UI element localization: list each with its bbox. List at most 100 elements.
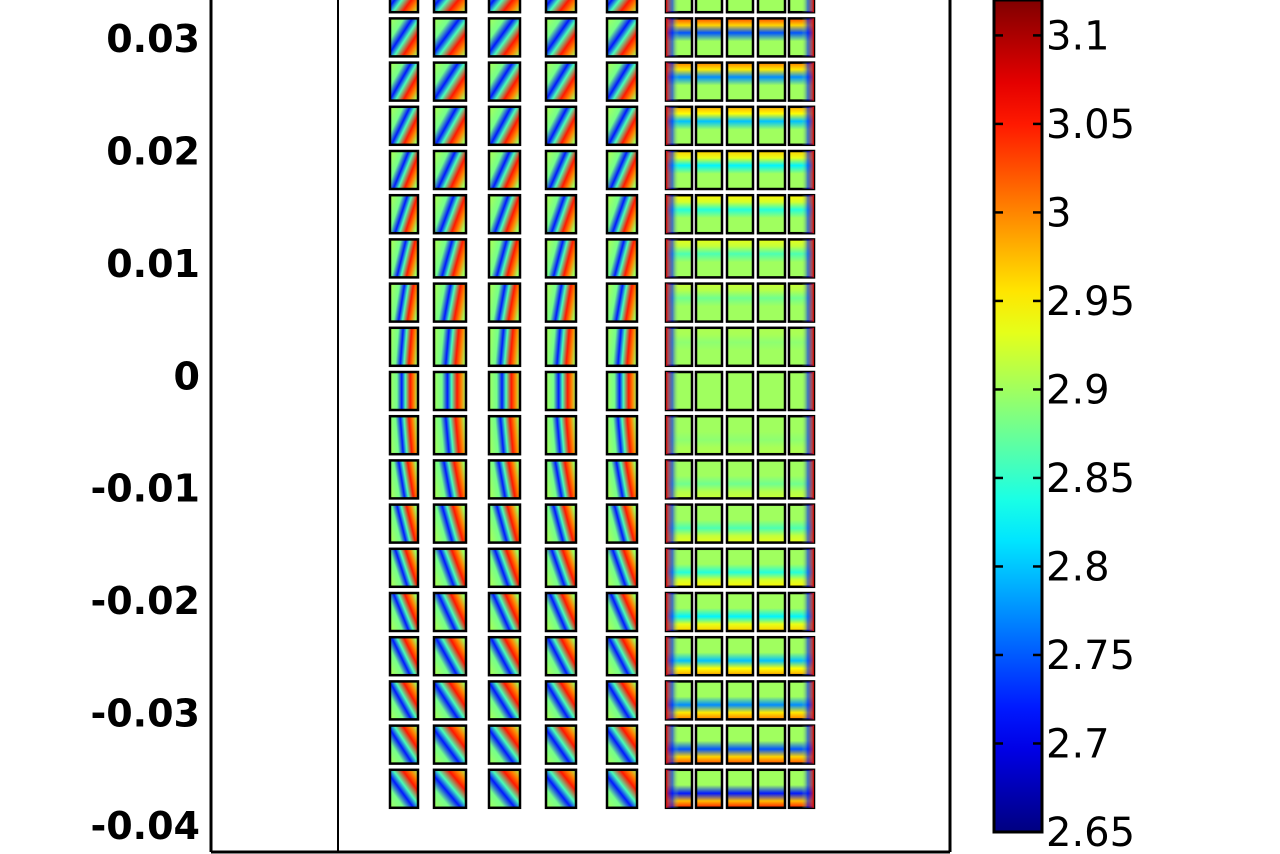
heatmap-cell <box>487 503 522 544</box>
colorbar-tick-label: 2.8 <box>1046 544 1110 590</box>
heatmap-cell <box>544 282 578 323</box>
heatmap-cell <box>487 459 522 500</box>
heatmap-cell <box>605 370 639 412</box>
heatmap-cell-edge-shade <box>789 460 814 499</box>
heatmap-cell <box>388 0 420 14</box>
heatmap-cell <box>544 193 578 235</box>
heatmap-cell <box>487 17 522 58</box>
heatmap-cell <box>388 635 420 677</box>
heatmap-cell <box>725 193 755 235</box>
heatmap-cell-edge-shade <box>666 283 692 322</box>
heatmap-cell-edge-shade <box>789 416 814 455</box>
heatmap-cell <box>756 591 787 633</box>
y-tick-label: -0.01 <box>90 467 200 511</box>
heatmap-cell <box>432 149 468 191</box>
heatmap-cell <box>605 282 639 323</box>
heatmap-cell <box>544 680 578 721</box>
heatmap-cell <box>725 326 755 368</box>
heatmap-cell <box>432 768 468 810</box>
heatmap-cell <box>487 105 522 147</box>
heatmap-cell <box>694 635 724 677</box>
heatmap-cell <box>756 326 787 368</box>
heatmap-cell <box>605 0 639 14</box>
heatmap-cell <box>544 370 578 412</box>
y-tick-label: -0.02 <box>90 579 200 623</box>
heatmap-cell <box>487 61 522 102</box>
heatmap-cell-edge-shade <box>666 460 692 499</box>
heatmap-cell <box>605 724 639 765</box>
heatmap-cell <box>756 61 787 102</box>
heatmap-cell <box>487 0 522 14</box>
heatmap-cell <box>487 326 522 368</box>
heatmap-cell <box>725 370 755 412</box>
heatmap-cell-edge-shade <box>666 239 692 278</box>
heatmap-cell <box>432 591 468 633</box>
heatmap-cell <box>388 414 420 456</box>
heatmap-cell <box>544 326 578 368</box>
heatmap-cell <box>725 547 755 589</box>
heatmap-cell <box>605 149 639 191</box>
heatmap-cell <box>432 238 468 279</box>
heatmap-cell <box>605 680 639 721</box>
heatmap-cell <box>694 414 724 456</box>
heatmap-cell <box>544 547 578 589</box>
heatmap-cell-edge-shade <box>666 18 692 57</box>
heatmap-cell <box>725 724 755 765</box>
heatmap-cell <box>432 326 468 368</box>
heatmap-cell <box>605 414 639 456</box>
heatmap-cell <box>544 768 578 810</box>
heatmap-cell <box>388 149 420 191</box>
heatmap-cell-edge-shade <box>666 725 692 764</box>
heatmap-cell <box>544 414 578 456</box>
heatmap-cell <box>756 459 787 500</box>
colorbar: 3.1 3.05 3 2.95 2.9 2.85 2.8 2.75 2.7 2.65 <box>992 0 1135 854</box>
heatmap-cell <box>544 149 578 191</box>
heatmap-cell <box>725 414 755 456</box>
heatmap-cell-edge-shade <box>666 681 692 720</box>
heatmap-cell-edge-shade <box>666 106 692 145</box>
heatmap-cell <box>725 768 755 810</box>
heatmap-cell <box>605 635 639 677</box>
heatmap-cell <box>756 0 787 14</box>
heatmap-cell <box>432 503 468 544</box>
heatmap-cell-edge-shade <box>789 18 814 57</box>
heatmap-cell-edge-shade <box>666 504 692 543</box>
heatmap-cell-edge-shade <box>789 239 814 278</box>
colorbar-tick-label: 3 <box>1046 190 1071 236</box>
heatmap-cell <box>432 680 468 721</box>
heatmap-cell <box>605 768 639 810</box>
heatmap-cell <box>605 105 639 147</box>
colorbar-tick-label: 2.85 <box>1046 456 1135 502</box>
heatmap-cell <box>694 724 724 765</box>
heatmap-cell <box>388 459 420 500</box>
heatmap-cell-edge-shade <box>789 725 814 764</box>
heatmap-cell-edge-shade <box>789 283 814 322</box>
heatmap-cell <box>694 61 724 102</box>
heatmap-cell-edge-shade <box>666 593 692 631</box>
heatmap-cell <box>725 0 755 14</box>
colorbar-tick-label: 2.7 <box>1046 721 1110 767</box>
y-tick-label: -0.04 <box>90 804 200 848</box>
heatmap-cell <box>388 547 420 589</box>
heatmap-cell <box>432 635 468 677</box>
heatmap-cell <box>487 547 522 589</box>
heatmap-cell-edge-shade <box>789 637 814 676</box>
heatmap-cell <box>432 370 468 412</box>
heatmap-cell <box>388 17 420 58</box>
heatmap-cell <box>725 61 755 102</box>
heatmap-cell <box>756 17 787 58</box>
y-tick-label: 0.01 <box>106 242 200 286</box>
heatmap-cell <box>725 459 755 500</box>
heatmap-cell <box>605 503 639 544</box>
y-tick-label: 0 <box>174 354 200 398</box>
heatmap-cell <box>388 680 420 721</box>
heatmap-cell <box>605 326 639 368</box>
heatmap-cell-edge-shade <box>789 681 814 720</box>
heatmap-cell <box>544 591 578 633</box>
heatmap-cell <box>605 459 639 500</box>
y-tick-label: 0.03 <box>106 17 200 61</box>
heatmap-cell <box>694 547 724 589</box>
heatmap-cell <box>725 282 755 323</box>
heatmap-cells <box>388 0 816 810</box>
heatmap-cell <box>544 503 578 544</box>
